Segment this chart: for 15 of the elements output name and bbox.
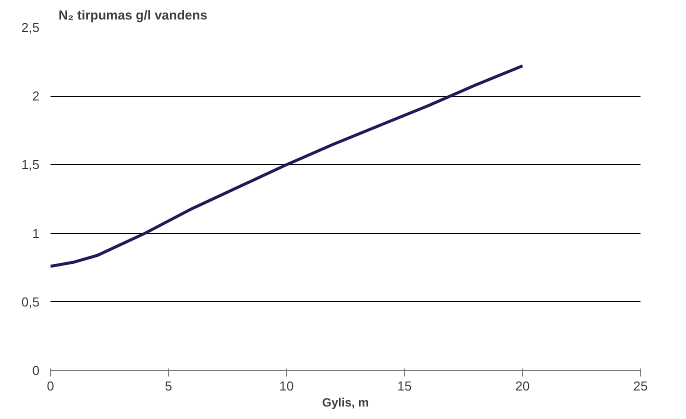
y-tick-label: 1,5	[21, 157, 40, 172]
y-tick-label: 1	[32, 226, 40, 241]
y-tick-label: 2,5	[21, 20, 40, 35]
line-series	[50, 64, 524, 268]
x-tick-label: 0	[46, 378, 54, 394]
y-tick-label: 0,5	[21, 294, 40, 310]
y-tick-label: 0	[32, 363, 40, 378]
x-tick-label: 10	[279, 378, 294, 394]
y-tick-label: 2	[32, 88, 40, 104]
x-tick-label: 20	[515, 378, 530, 394]
x-axis-title: Gylis, m	[322, 396, 369, 410]
y-axis-title: N₂ tirpumas g/l vandens	[58, 8, 208, 22]
x-tick-label: 25	[633, 378, 648, 394]
x-tick-label: 5	[164, 378, 172, 394]
x-tick-label: 15	[397, 378, 412, 394]
